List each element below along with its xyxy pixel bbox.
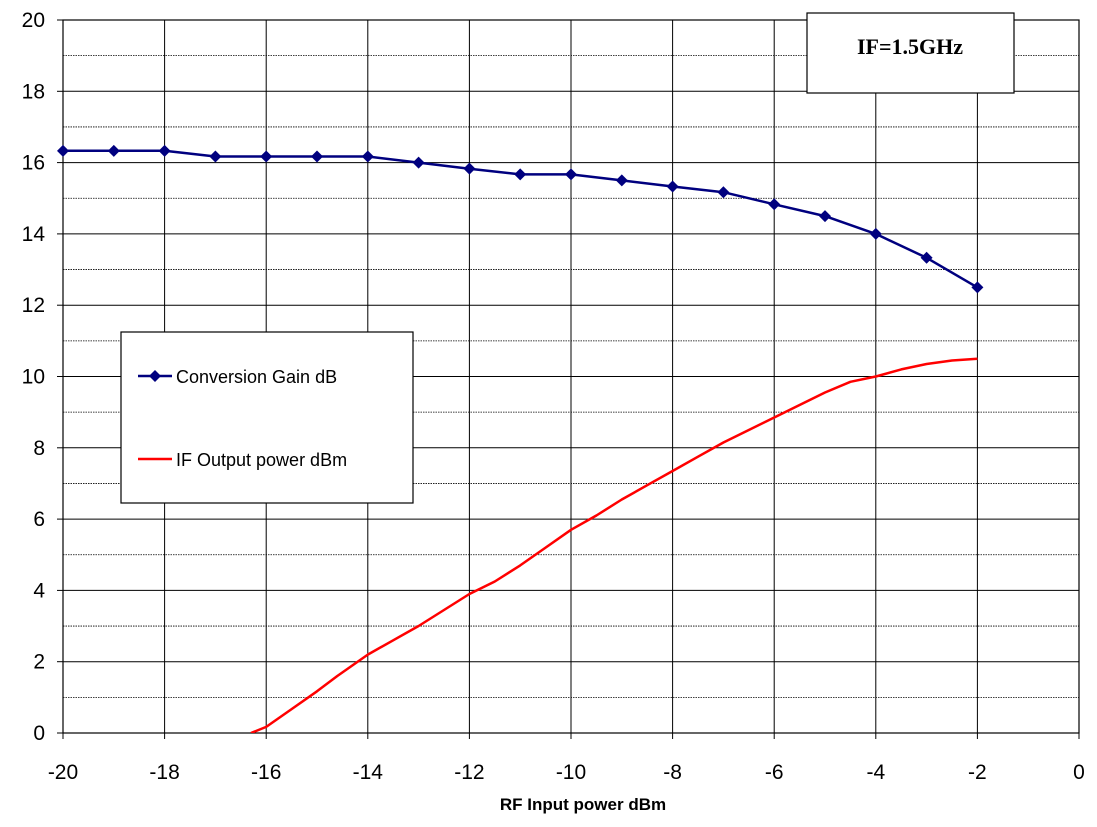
y-tick-label: 12 <box>22 294 45 317</box>
data-point-marker <box>260 150 273 163</box>
data-point-marker <box>514 168 527 181</box>
series-layer <box>57 144 984 733</box>
legend-label-if-output-power: IF Output power dBm <box>176 450 347 470</box>
x-tick-label: -18 <box>149 761 179 784</box>
y-tick-label: 18 <box>22 80 45 103</box>
data-point-marker <box>412 156 425 169</box>
x-tick-label: -20 <box>48 761 78 784</box>
legend: Conversion Gain dB IF Output power dBm <box>120 331 414 504</box>
legend-label-conversion-gain: Conversion Gain dB <box>176 367 337 387</box>
x-tick-label: -14 <box>353 761 384 784</box>
y-tick-label: 16 <box>22 152 45 175</box>
x-axis-ticks: -20 -18 -16 -14 -12 -10 -8 -6 -4 -2 0 <box>48 733 1085 784</box>
annotation-text: IF=1.5GHz <box>857 34 963 59</box>
data-point-marker <box>107 144 120 157</box>
y-axis-ticks: 0 2 4 6 8 10 12 14 16 18 20 <box>22 9 63 745</box>
y-tick-label: 4 <box>33 579 45 602</box>
x-tick-label: -6 <box>765 761 784 784</box>
annotation-frame <box>806 12 1015 94</box>
data-point-marker <box>311 150 323 163</box>
x-tick-label: -8 <box>663 761 682 784</box>
x-tick-label: 0 <box>1073 761 1085 784</box>
x-tick-label: -12 <box>454 761 484 784</box>
data-point-marker <box>158 144 171 157</box>
x-tick-label: -10 <box>556 761 586 784</box>
x-tick-label: -4 <box>866 761 885 784</box>
y-tick-label: 8 <box>33 437 45 460</box>
series-line-1 <box>250 357 978 733</box>
x-tick-label: -2 <box>968 761 987 784</box>
data-point-marker <box>717 186 730 199</box>
data-point-marker <box>666 180 679 193</box>
data-point-marker <box>57 144 69 157</box>
y-tick-label: 6 <box>33 508 45 531</box>
data-point-marker <box>615 174 628 187</box>
data-point-marker <box>971 281 984 294</box>
data-point-marker <box>869 227 882 240</box>
y-tick-label: 0 <box>33 722 45 745</box>
y-tick-label: 2 <box>33 651 45 674</box>
data-point-marker <box>565 168 577 181</box>
y-tick-label: 10 <box>22 366 45 389</box>
data-point-marker <box>463 162 476 175</box>
data-point-marker <box>209 150 222 163</box>
legend-marker-conversion-gain <box>149 370 161 382</box>
annotation-box: IF=1.5GHz <box>806 12 1015 94</box>
y-tick-label: 20 <box>22 9 45 32</box>
data-point-marker <box>920 251 933 264</box>
legend-frame <box>120 331 414 504</box>
data-point-marker <box>361 150 374 163</box>
data-point-marker <box>768 198 781 211</box>
y-tick-label: 14 <box>22 223 46 246</box>
x-axis-label: RF Input power dBm <box>500 795 666 814</box>
x-tick-label: -16 <box>251 761 281 784</box>
data-point-marker <box>819 210 831 223</box>
